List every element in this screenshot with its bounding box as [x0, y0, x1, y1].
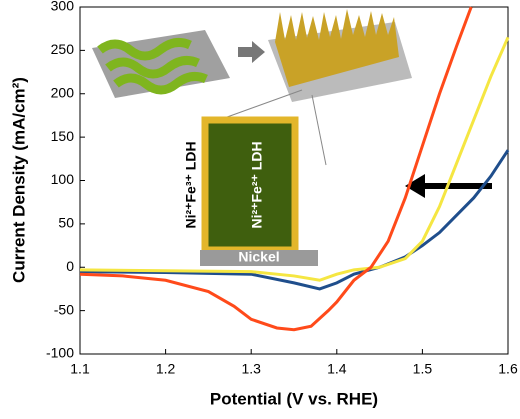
inset: Nickel Ni²⁺Fe³⁺ LDH Ni²⁺Fe²⁺ LDH	[92, 9, 412, 266]
y-tick-label: 0	[66, 258, 74, 274]
sheet	[97, 37, 208, 95]
y-tick-label: 150	[51, 128, 75, 144]
line	[79, 36, 510, 282]
y-tick-label: 250	[51, 41, 75, 57]
y-tick-label: -50	[54, 301, 74, 317]
annotation: Nickel	[238, 249, 279, 265]
nanosheets	[275, 9, 399, 87]
x-tick-label: 1.2	[156, 361, 176, 377]
process-arrow	[238, 41, 265, 63]
y-tick-label: 50	[58, 215, 74, 231]
arrow-head	[405, 174, 425, 198]
y-tick-label: 100	[51, 171, 75, 187]
annotation: Ni²⁺Fe³⁺ LDH	[183, 141, 199, 228]
x-tick-label: 1.5	[413, 361, 433, 377]
annotation: Ni²⁺Fe²⁺ LDH	[249, 141, 265, 228]
x-tick-label: 1.6	[498, 361, 518, 377]
y-tick-label: -100	[46, 345, 74, 361]
x-tick-label: 1.3	[241, 361, 261, 377]
y-tick-label: 200	[51, 84, 75, 100]
nickel-bar	[200, 250, 318, 266]
x-tick-label: 1.1	[70, 361, 90, 377]
arrow	[405, 174, 492, 198]
y-tick-label: 300	[51, 0, 75, 14]
x-tick-label: 1.4	[327, 361, 347, 377]
x-axis-label: Potential (V vs. RHE)	[210, 389, 378, 408]
line	[79, 6, 473, 332]
callout	[311, 94, 327, 166]
y-axis-label: Current Density (mA/cm²)	[9, 77, 28, 283]
